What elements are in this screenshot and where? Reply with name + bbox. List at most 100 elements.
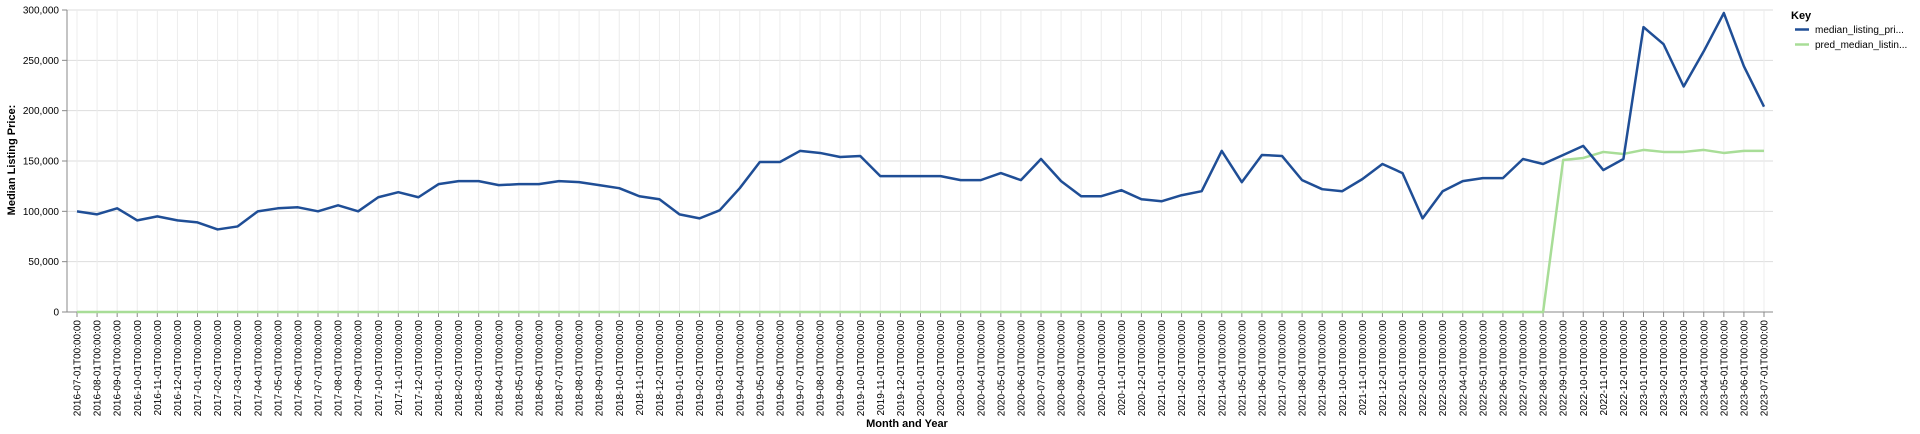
x-tick-label: 2021-09-01T00:00:00 [1318,320,1329,417]
x-tick-label: 2022-10-01T00:00:00 [1579,320,1590,417]
x-tick-label: 2021-07-01T00:00:00 [1278,320,1289,417]
x-tick-label: 2018-06-01T00:00:00 [534,320,545,417]
x-tick-label: 2018-10-01T00:00:00 [615,320,626,417]
x-tick-label: 2018-12-01T00:00:00 [655,320,666,417]
x-tick-label: 2019-02-01T00:00:00 [695,320,706,417]
x-tick-label: 2017-11-01T00:00:00 [394,320,405,416]
x-tick-label: 2020-08-01T00:00:00 [1057,320,1068,417]
x-tick-label: 2016-07-01T00:00:00 [73,320,84,417]
x-tick-label: 2019-03-01T00:00:00 [715,320,726,417]
legend-title: Key [1791,10,1812,22]
x-tick-label: 2020-07-01T00:00:00 [1037,320,1048,417]
x-tick-label: 2018-09-01T00:00:00 [595,320,606,417]
x-tick-label: 2016-10-01T00:00:00 [133,320,144,417]
x-tick-label: 2016-12-01T00:00:00 [173,320,184,417]
x-tick-label: 2023-02-01T00:00:00 [1659,320,1670,417]
x-tick-label: 2022-12-01T00:00:00 [1619,320,1630,417]
x-tick-label: 2019-08-01T00:00:00 [816,320,827,417]
x-tick-label: 2020-10-01T00:00:00 [1097,320,1108,417]
x-axis-title: Month and Year [866,418,948,430]
x-tick-label: 2021-10-01T00:00:00 [1338,320,1349,417]
y-tick-label: 200,000 [23,106,60,117]
x-tick-label: 2019-05-01T00:00:00 [755,320,766,417]
x-tick-label: 2021-12-01T00:00:00 [1378,320,1389,417]
x-tick-label: 2020-04-01T00:00:00 [976,320,987,417]
y-tick-label: 0 [53,308,59,319]
x-tick-label: 2022-01-01T00:00:00 [1398,320,1409,417]
x-tick-label: 2018-02-01T00:00:00 [454,320,465,417]
x-tick-label: 2023-03-01T00:00:00 [1679,320,1690,417]
x-tick-label: 2021-08-01T00:00:00 [1298,320,1309,417]
x-tick-label: 2022-11-01T00:00:00 [1599,320,1610,416]
x-tick-label: 2019-10-01T00:00:00 [856,320,867,417]
series-line-2 [77,148,1764,314]
legend-label: median_listing_pri... [1815,25,1904,36]
legend: Key median_listing_pri... pred_median_lis… [1791,10,1907,51]
x-tick-label: 2019-04-01T00:00:00 [735,320,746,417]
x-tick-label: 2017-10-01T00:00:00 [374,320,385,417]
x-tick-label: 2020-01-01T00:00:00 [916,320,927,417]
x-tick-label: 2021-11-01T00:00:00 [1358,320,1369,416]
x-tick-label: 2022-05-01T00:00:00 [1478,320,1489,417]
series-line-1 [76,11,1766,231]
x-tick-label: 2020-05-01T00:00:00 [996,320,1007,417]
x-tick-label: 2023-06-01T00:00:00 [1739,320,1750,417]
x-tick-label: 2022-04-01T00:00:00 [1458,320,1469,417]
x-tick-label: 2016-09-01T00:00:00 [113,320,124,417]
x-tick-label: 2017-03-01T00:00:00 [233,320,244,417]
x-tick-label: 2023-01-01T00:00:00 [1639,320,1650,417]
x-tick-label: 2017-06-01T00:00:00 [293,320,304,417]
x-tick-label: 2022-07-01T00:00:00 [1519,320,1530,417]
gridlines [67,9,1773,313]
x-tick-label: 2020-12-01T00:00:00 [1137,320,1148,417]
x-tick-label: 2021-03-01T00:00:00 [1197,320,1208,417]
x-tick-label: 2019-11-01T00:00:00 [876,320,887,416]
x-tick-label: 2020-02-01T00:00:00 [936,320,947,417]
x-tick-label: 2022-06-01T00:00:00 [1498,320,1509,417]
y-axis-title: Median Listing Price: [6,105,18,216]
x-tick-label: 2017-01-01T00:00:00 [193,320,204,417]
x-tick-label: 2018-08-01T00:00:00 [575,320,586,417]
x-tick-label: 2020-09-01T00:00:00 [1077,320,1088,417]
x-tick-label: 2017-08-01T00:00:00 [334,320,345,417]
x-tick-label: 2017-09-01T00:00:00 [354,320,365,417]
series-lines [76,11,1766,314]
x-tick-label: 2020-11-01T00:00:00 [1117,320,1128,416]
x-tick-label: 2018-11-01T00:00:00 [635,320,646,416]
x-tick-label: 2021-05-01T00:00:00 [1237,320,1248,417]
y-tick-label: 150,000 [23,157,60,168]
x-axis: 2016-07-01T00:00:00 2016-08-01T00:00:00 20… [67,311,1773,417]
x-tick-label: 2020-03-01T00:00:00 [956,320,967,417]
x-tick-label: 2021-04-01T00:00:00 [1217,320,1228,417]
x-tick-label: 2022-09-01T00:00:00 [1559,320,1570,417]
x-tick-label: 2023-04-01T00:00:00 [1699,320,1710,417]
x-tick-label: 2016-11-01T00:00:00 [153,320,164,416]
x-tick-label: 2021-01-01T00:00:00 [1157,320,1168,417]
x-tick-label: 2017-04-01T00:00:00 [253,320,264,417]
x-tick-label: 2016-08-01T00:00:00 [93,320,104,417]
y-axis: 0 50,000 100,000 150,000 200,000 250,000 300,0… [23,6,68,319]
x-tick-label: 2017-12-01T00:00:00 [414,320,425,417]
y-tick-label: 100,000 [23,207,60,218]
y-tick-label: 250,000 [23,56,60,67]
y-tick-label: 50,000 [28,257,59,268]
x-tick-label: 2022-03-01T00:00:00 [1438,320,1449,417]
x-tick-label: 2019-07-01T00:00:00 [796,320,807,417]
x-tick-label: 2019-09-01T00:00:00 [836,320,847,417]
x-tick-label: 2019-01-01T00:00:00 [675,320,686,417]
x-tick-label: 2018-05-01T00:00:00 [514,320,525,417]
x-tick-label: 2021-06-01T00:00:00 [1257,320,1268,417]
x-tick-label: 2018-03-01T00:00:00 [474,320,485,417]
x-tick-label: 2017-07-01T00:00:00 [314,320,325,417]
x-tick-label: 2022-02-01T00:00:00 [1418,320,1429,417]
x-tick-label: 2021-02-01T00:00:00 [1177,320,1188,417]
x-tick-label: 2017-05-01T00:00:00 [273,320,284,417]
x-tick-label: 2017-02-01T00:00:00 [213,320,224,417]
x-tick-label: 2018-01-01T00:00:00 [434,320,445,417]
x-tick-label: 2023-05-01T00:00:00 [1719,320,1730,417]
legend-label: pred_median_listin... [1815,40,1907,51]
x-tick-label: 2023-07-01T00:00:00 [1760,320,1771,417]
x-tick-label: 2018-07-01T00:00:00 [555,320,566,417]
x-tick-label: 2022-08-01T00:00:00 [1539,320,1550,417]
